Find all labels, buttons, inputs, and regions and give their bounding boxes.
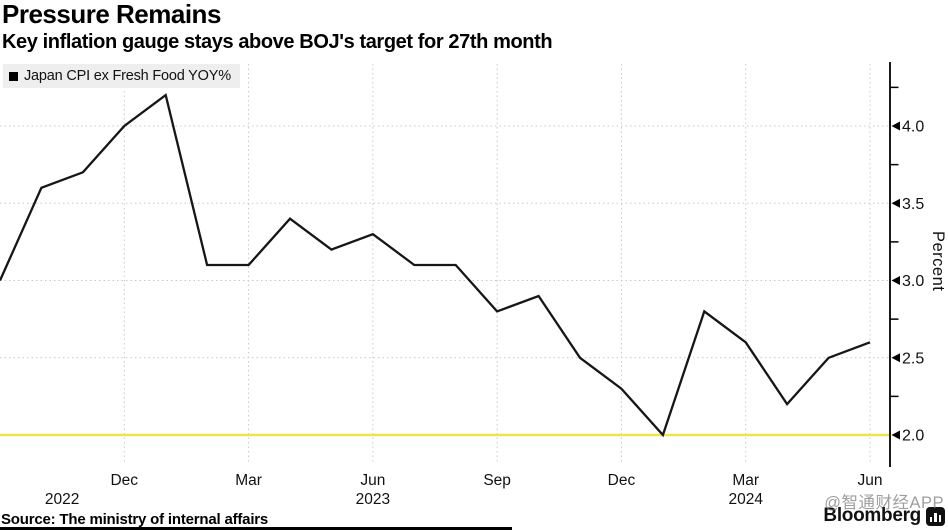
- chart-subtitle: Key inflation gauge stays above BOJ's ta…: [2, 31, 553, 53]
- y-axis-tick-label: 3.5: [902, 196, 924, 213]
- legend-label: Japan CPI ex Fresh Food YOY%: [24, 68, 231, 84]
- y-axis-tick-label: 2.0: [902, 428, 924, 445]
- source-credit: Source: The ministry of internal affairs: [1, 511, 269, 528]
- y-major-tick: [891, 198, 900, 208]
- x-axis-tick-label: Jun: [858, 472, 883, 489]
- chart-legend: Japan CPI ex Fresh Food YOY%: [3, 64, 240, 88]
- bloomberg-wordmark: Bloomberg: [823, 505, 921, 526]
- y-axis-tick-label: 3.0: [902, 273, 924, 290]
- x-axis-year-label: 2022: [45, 491, 79, 508]
- page-title: Pressure Remains: [2, 0, 221, 29]
- y-major-tick: [891, 121, 900, 131]
- x-axis-year-label: 2024: [728, 491, 763, 508]
- y-axis-tick-label: 2.5: [902, 350, 924, 367]
- y-axis-title: Percent: [929, 231, 947, 292]
- watermark-text: @智通财经APP: [824, 494, 944, 512]
- y-axis-tick-label: 4.0: [902, 119, 924, 136]
- bloomberg-logo: Bloomberg: [823, 505, 945, 527]
- legend-swatch-icon: [9, 71, 18, 81]
- y-major-tick: [891, 430, 900, 440]
- x-axis-year-label: 2023: [356, 491, 390, 508]
- cpi-line-chart: 2.0 2.5 3.0 3.5 4.0 Dec Mar Jun Sep Dec Mar Jun 2022…: [0, 62, 924, 508]
- bottom-divider: [0, 527, 512, 530]
- x-axis-tick-label: Mar: [235, 472, 262, 489]
- y-major-tick: [891, 276, 900, 285]
- x-axis-tick-label: Sep: [483, 472, 511, 489]
- x-axis-tick-label: Dec: [608, 472, 636, 489]
- x-axis-tick-label: Dec: [110, 472, 138, 489]
- equalizer-icon: [926, 506, 945, 526]
- x-axis-tick-label: Jun: [360, 472, 385, 489]
- y-major-tick: [891, 353, 900, 363]
- chart-plot-area: 2.0 2.5 3.0 3.5 4.0 Dec Mar Jun Sep Dec Mar Jun 2022…: [0, 62, 948, 510]
- x-axis-tick-label: Mar: [732, 472, 759, 489]
- cpi-series-line: [0, 93, 871, 438]
